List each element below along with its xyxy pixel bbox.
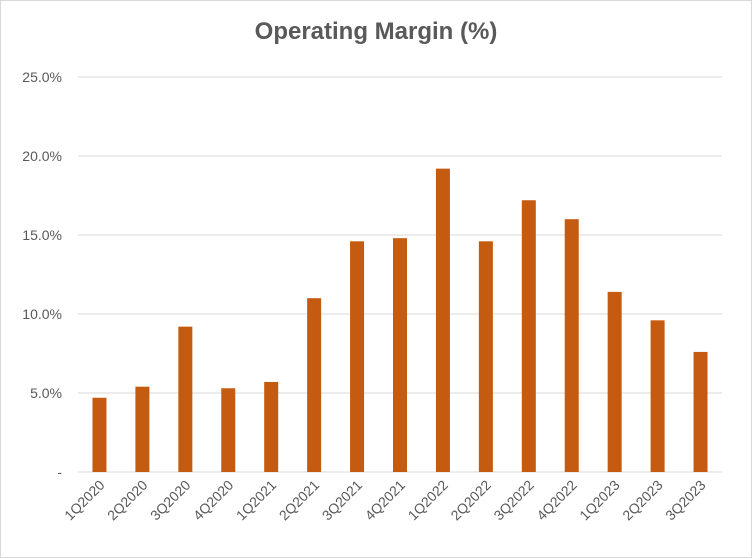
bar-3Q2023 [693, 351, 708, 472]
x-tick-label: 1Q2021 [233, 477, 280, 524]
bar-4Q2022 [564, 219, 579, 472]
x-tick-label: 4Q2020 [190, 477, 237, 524]
bar-2Q2022 [478, 241, 493, 472]
bar-4Q2021 [393, 238, 407, 472]
x-tick-label: 1Q2020 [61, 477, 108, 524]
x-tick-label: 2Q2023 [619, 477, 666, 524]
y-tick-label: - [57, 464, 62, 480]
y-tick-label: 15.0% [22, 227, 62, 243]
y-axis-ticks: - 5.0% 10.0% 15.0% 20.0% 25.0% [22, 69, 62, 480]
y-tick-label: 10.0% [22, 306, 62, 322]
x-tick-label: 3Q2021 [319, 477, 366, 524]
y-tick-label: 25.0% [22, 69, 62, 85]
x-tick-label: 1Q2022 [405, 477, 452, 524]
x-tick-label: 3Q2020 [147, 477, 194, 524]
bar-4Q2020 [221, 388, 236, 472]
x-tick-label: 3Q2023 [662, 477, 709, 524]
x-tick-label: 3Q2022 [490, 477, 537, 524]
bar-3Q2022 [521, 200, 536, 473]
x-tick-label: 1Q2023 [576, 477, 623, 524]
x-axis-ticks: 1Q20202Q20203Q20204Q20201Q20212Q20213Q20… [61, 477, 709, 524]
bar-3Q2021 [350, 241, 365, 472]
y-tick-label: 20.0% [22, 148, 62, 164]
bar-1Q2022 [435, 168, 450, 472]
x-tick-label: 4Q2021 [362, 477, 409, 524]
y-tick-label: 5.0% [30, 385, 62, 401]
bar-2Q2023 [650, 320, 665, 472]
bar-2Q2020 [135, 386, 150, 472]
bar-2Q2021 [307, 298, 322, 472]
x-tick-label: 2Q2022 [447, 477, 494, 524]
bar-1Q2023 [607, 291, 622, 472]
x-tick-label: 2Q2021 [276, 477, 323, 524]
bar-1Q2021 [264, 381, 279, 472]
bar-1Q2020 [92, 397, 107, 472]
bar-3Q2020 [178, 326, 193, 472]
chart-title: Operating Margin (%) [254, 18, 498, 45]
x-tick-label: 4Q2022 [533, 477, 580, 524]
bars [92, 168, 708, 473]
x-tick-label: 2Q2020 [104, 477, 151, 524]
